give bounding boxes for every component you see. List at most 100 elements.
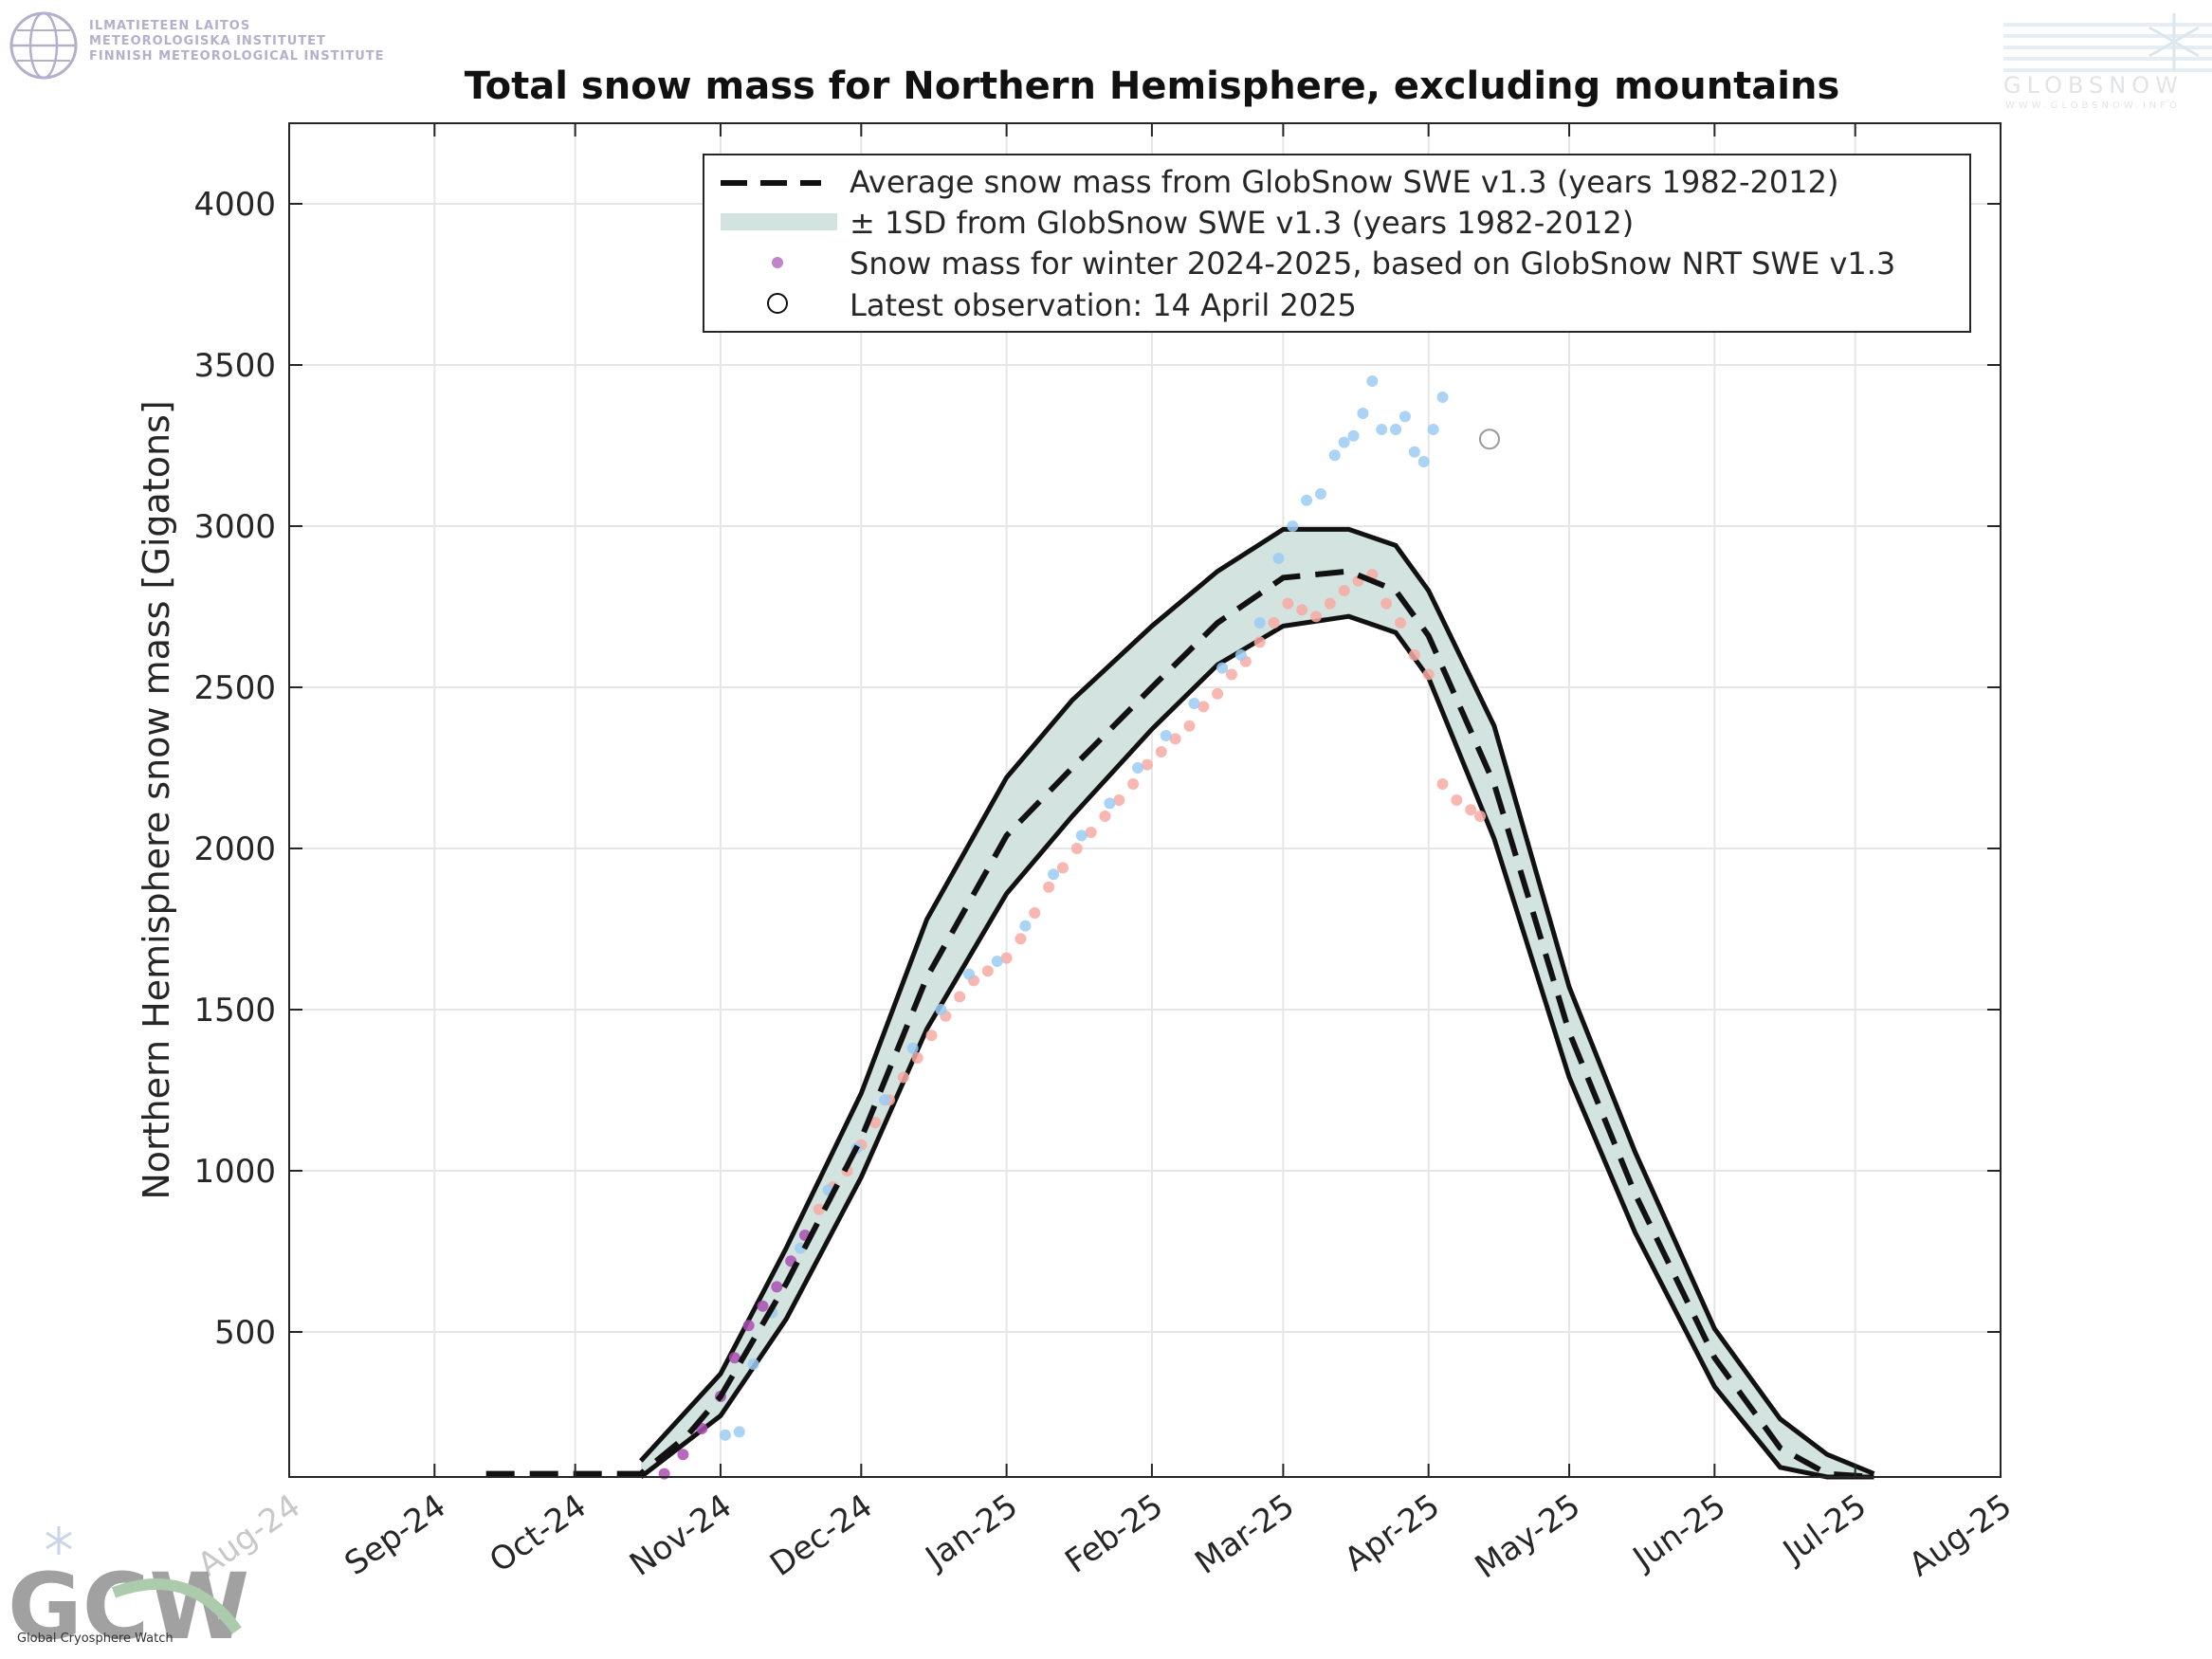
globsnow-logo: GLOBSNOW WWW.GLOBSNOW.INFO: [2003, 13, 2212, 111]
x-tick-label: Apr-25: [1338, 1487, 1447, 1579]
snowflake-icon: [2148, 13, 2200, 70]
observation-point: [1282, 597, 1294, 610]
y-tick-label: 3000: [193, 508, 276, 546]
observation-point: [1019, 920, 1032, 932]
observation-point: [954, 991, 966, 1003]
legend: Average snow mass from GlobSnow SWE v1.3…: [703, 154, 1971, 333]
observation-point: [1380, 597, 1393, 610]
legend-box: [703, 154, 1971, 333]
y-tick-label: 1000: [193, 1153, 276, 1191]
legend-band-swatch: [721, 213, 837, 230]
observation-point: [1075, 830, 1088, 842]
observation-point: [1029, 907, 1041, 919]
observation-point: [935, 1004, 947, 1015]
observation-point: [1272, 553, 1285, 564]
observation-point: [1268, 617, 1280, 629]
observation-point: [1314, 488, 1326, 500]
sd-upper-line: [639, 526, 1875, 1476]
observation-point: [1183, 720, 1196, 732]
observation-point: [1234, 649, 1247, 661]
observation-point: [1474, 811, 1487, 822]
x-tick-label: Nov-24: [623, 1487, 739, 1584]
observation-point: [1197, 701, 1210, 713]
observation-point: [1127, 778, 1140, 790]
y-tick-label: 1500: [193, 992, 276, 1030]
observation-point: [1188, 698, 1200, 709]
x-tick-label: Dec-24: [763, 1487, 879, 1584]
observation-point: [1347, 429, 1360, 442]
x-tick-label: Oct-24: [483, 1487, 594, 1580]
observation-point: [1155, 746, 1167, 757]
x-tick-label: Jul-25: [1775, 1487, 1874, 1572]
observation-point: [911, 1052, 923, 1064]
fmi-line-2: METEOROLOGISKA INSTITUTET: [89, 34, 326, 48]
observation-point: [1338, 436, 1350, 448]
observation-point: [742, 1320, 755, 1332]
observation-point: [1427, 424, 1439, 435]
observation-point: [1324, 597, 1336, 610]
observation-point: [747, 1358, 759, 1370]
x-tick-label: Jan-25: [918, 1487, 1025, 1578]
latest-observation-marker: [1478, 428, 1500, 450]
x-tick-label: Jun-25: [1625, 1487, 1733, 1578]
observation-point: [1408, 446, 1420, 458]
observation-point: [1338, 585, 1350, 596]
observation-point: [1357, 408, 1369, 419]
legend-entry-mean: Average snow mass from GlobSnow SWE v1.3…: [850, 164, 1838, 200]
observation-point: [1169, 733, 1181, 745]
observation-point: [1253, 617, 1266, 629]
observation-point: [906, 1042, 919, 1054]
observation-point: [1216, 662, 1229, 674]
observation-point: [1085, 827, 1097, 838]
observation-point: [1099, 811, 1111, 822]
gcw-subtitle: Global Cryosphere Watch: [17, 1632, 174, 1646]
observation-point: [813, 1203, 825, 1215]
mean-line: [485, 568, 1874, 1480]
sd-lower-line: [639, 613, 1874, 1480]
gcw-logo: GCW: [8, 1526, 247, 1659]
y-tick-label: 2500: [193, 669, 276, 707]
observation-point: [1104, 797, 1116, 810]
observation-point: [1422, 668, 1435, 681]
fmi-globe-icon: [9, 11, 78, 80]
x-tick-label: May-25: [1469, 1487, 1588, 1587]
observation-point: [1390, 424, 1402, 435]
observation-point: [1132, 762, 1144, 774]
observation-point: [925, 1030, 938, 1042]
observation-point: [991, 956, 1003, 967]
observation-point: [1465, 804, 1477, 816]
observation-point: [1160, 730, 1172, 741]
observation-point: [1436, 778, 1449, 790]
observation-point: [771, 1281, 783, 1293]
observation-point: [897, 1071, 909, 1084]
observation-point: [1436, 392, 1449, 403]
observation-point: [1310, 611, 1322, 623]
sd-band: [639, 526, 1875, 1480]
x-tick-label: Sep-24: [338, 1487, 453, 1583]
observation-point: [963, 968, 976, 980]
y-tick-label: 500: [214, 1314, 276, 1352]
observation-point: [677, 1449, 689, 1461]
observation-point: [757, 1300, 769, 1312]
observation-points: [658, 375, 1500, 1480]
legend-entry-band: ± 1SD from GlobSnow SWE v1.3 (years 1982…: [850, 205, 1634, 241]
observation-point: [1212, 687, 1224, 700]
observation-point: [1141, 758, 1153, 771]
observation-point: [1015, 933, 1027, 945]
observation-point: [1225, 668, 1237, 681]
legend-series-marker: [772, 257, 783, 268]
y-axis-label: Northern Hemisphere snow mass [Gigatons]: [136, 400, 177, 1199]
legend-latest-marker: [767, 293, 788, 314]
observation-point: [1376, 424, 1388, 435]
observation-point: [1328, 449, 1341, 462]
observation-point: [1070, 843, 1083, 854]
chart-title: Total snow mass for Northern Hemisphere,…: [465, 64, 1840, 108]
y-tick-label: 4000: [193, 186, 276, 224]
observation-point: [1408, 649, 1420, 661]
globsnow-url: WWW.GLOBSNOW.INFO: [2005, 100, 2181, 111]
observation-point: [869, 1117, 882, 1128]
y-tick-label: 3500: [193, 347, 276, 385]
observation-point: [981, 965, 994, 977]
globsnow-wordmark: GLOBSNOW: [2003, 72, 2184, 99]
